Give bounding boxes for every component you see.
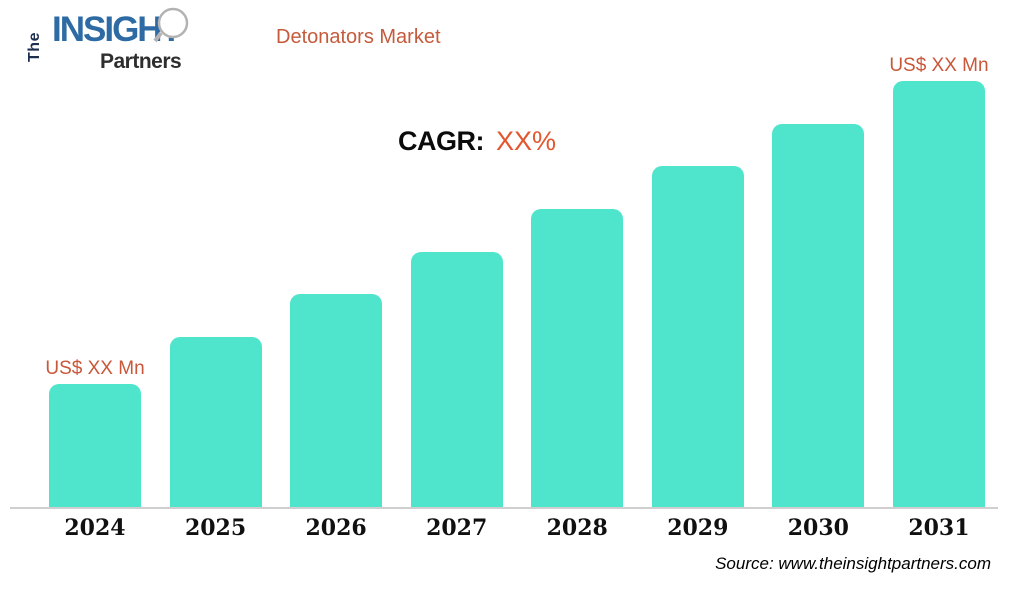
x-axis-label-2027: 2027 [426,515,488,541]
bar-group-2027 [410,252,503,508]
bar-2030 [772,124,865,508]
bar-group-2028 [531,209,624,508]
source-note: Source: www.theinsightpartners.com [715,554,991,573]
bar-2026 [290,294,383,508]
bar-group-2030 [772,124,865,508]
chart-title: Detonators Market [276,26,441,48]
x-axis-label-2025: 2025 [184,515,247,541]
bar-group-2031: US$ XX Mn [889,55,989,508]
bar-chart: US$ XX Mn US$ XX Mn [45,0,989,508]
cagr-label: CAGR: [398,126,485,156]
x-axis-label-2024: 2024 [64,515,126,541]
bar-group-2024: US$ XX Mn [45,358,145,508]
logo-partners-text: Partners [100,50,182,73]
x-axis-labels: 2024 2025 2026 2027 2028 2029 2030 2031 [49,515,985,541]
bar-2028 [531,209,624,508]
bar-2029 [651,166,744,508]
bar-group-2025 [169,337,262,508]
x-axis-label-2026: 2026 [305,515,367,541]
bar-2027 [410,252,503,508]
cagr-annotation: CAGR: XX% [398,126,556,157]
insight-partners-logo: The INSIGHT Partners [25,6,203,78]
bar-group-2026 [290,294,383,508]
bar-2025 [169,337,262,508]
bar-value-label-2031: US$ XX Mn [889,55,989,76]
x-axis-line [10,507,998,509]
bar-value-label-2024: US$ XX Mn [45,358,145,379]
magnifier-icon [153,7,189,43]
x-axis-label-2031: 2031 [908,515,970,541]
bar-group-2029 [651,166,744,508]
bar-2031 [892,81,985,508]
x-axis-label-2030: 2030 [787,515,849,541]
logo-the-text: The [25,32,43,62]
x-axis-label-2029: 2029 [667,515,729,541]
x-axis-label-2028: 2028 [546,515,608,541]
cagr-value: XX% [496,126,557,156]
bar-2024 [49,384,141,508]
